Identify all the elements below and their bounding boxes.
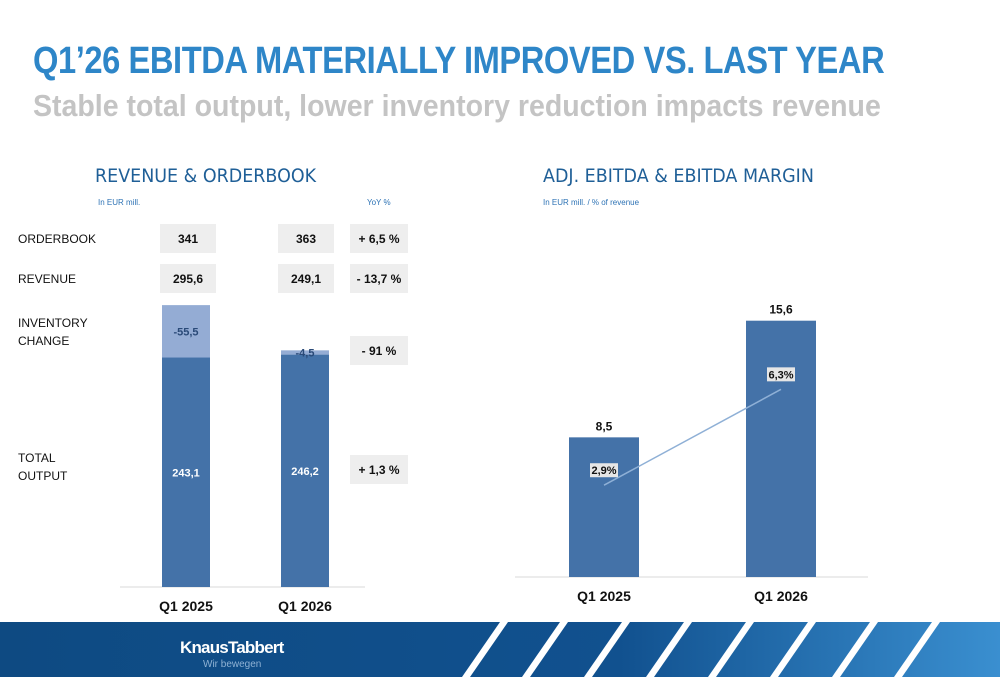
revenue-q1-2026: 249,1 <box>278 264 334 293</box>
footer-stripes <box>462 622 940 677</box>
total-output-bar <box>162 357 210 587</box>
orderbook-yoy: + 6,5 % <box>350 224 408 253</box>
orderbook-q1-2025: 341 <box>160 224 216 253</box>
x-tick-label: Q1 2025 <box>159 598 213 614</box>
total-output-label-line2: OUTPUT <box>18 469 68 483</box>
inventory-change-bar <box>281 350 329 355</box>
footer-band <box>0 622 1000 677</box>
ebitda-section-title: ADJ. EBITDA & EBITDA MARGIN <box>543 165 814 187</box>
total-output-label: TOTAL OUTPUT <box>18 449 67 485</box>
total-output-label: 243,1 <box>172 467 200 479</box>
x-tick-label: Q1 2026 <box>278 598 332 614</box>
ebitda-bar <box>746 320 816 577</box>
x-tick-label: Q1 2025 <box>577 588 631 604</box>
inventory-label-line2: CHANGE <box>18 334 70 348</box>
ebitda-bar <box>569 437 639 577</box>
inventory-change-label: -55,5 <box>173 326 198 338</box>
revenue-label: REVENUE <box>18 272 77 286</box>
inventory-change-yoy: - 91 % <box>350 336 408 365</box>
inventory-change-label: INVENTORY CHANGE <box>18 314 88 350</box>
total-output-label-line1: TOTAL <box>18 451 56 465</box>
inventory-change-bar <box>162 305 210 358</box>
ebitda-value-label: 15,6 <box>769 303 793 317</box>
ebitda-value-label: 8,5 <box>596 419 613 433</box>
margin-value-label: 2,9% <box>591 465 616 477</box>
x-tick-label: Q1 2026 <box>754 588 808 604</box>
logo-tagline: Wir bewegen <box>203 659 262 670</box>
left-unit-note: In EUR mill. <box>98 198 141 207</box>
inventory-label-line1: INVENTORY <box>18 316 88 330</box>
total-output-yoy: + 1,3 % <box>350 455 408 484</box>
revenue-orderbook-title: REVENUE & ORDERBOOK <box>95 165 317 187</box>
right-unit-note: In EUR mill. / % of revenue <box>543 198 640 207</box>
margin-label-box <box>767 367 795 382</box>
inventory-change-label: -4,5 <box>296 347 315 359</box>
orderbook-q1-2026: 363 <box>278 224 334 253</box>
yoy-header: YoY % <box>367 198 391 207</box>
knaus-tabbert-logo: KnausTabbert <box>180 638 284 657</box>
margin-label-box <box>590 463 618 478</box>
revenue-q1-2025: 295,6 <box>160 264 216 293</box>
margin-value-label: 6,3% <box>768 369 793 381</box>
total-output-bar <box>281 354 329 587</box>
ebitda-margin-line <box>603 388 782 486</box>
page-title: Q1’26 EBITDA MATERIALLY IMPROVED VS. LAS… <box>33 40 885 82</box>
orderbook-label: ORDERBOOK <box>18 232 97 246</box>
revenue-yoy: - 13,7 % <box>350 264 408 293</box>
page-subtitle: Stable total output, lower inventory red… <box>33 88 881 123</box>
total-output-label: 246,2 <box>291 466 319 478</box>
